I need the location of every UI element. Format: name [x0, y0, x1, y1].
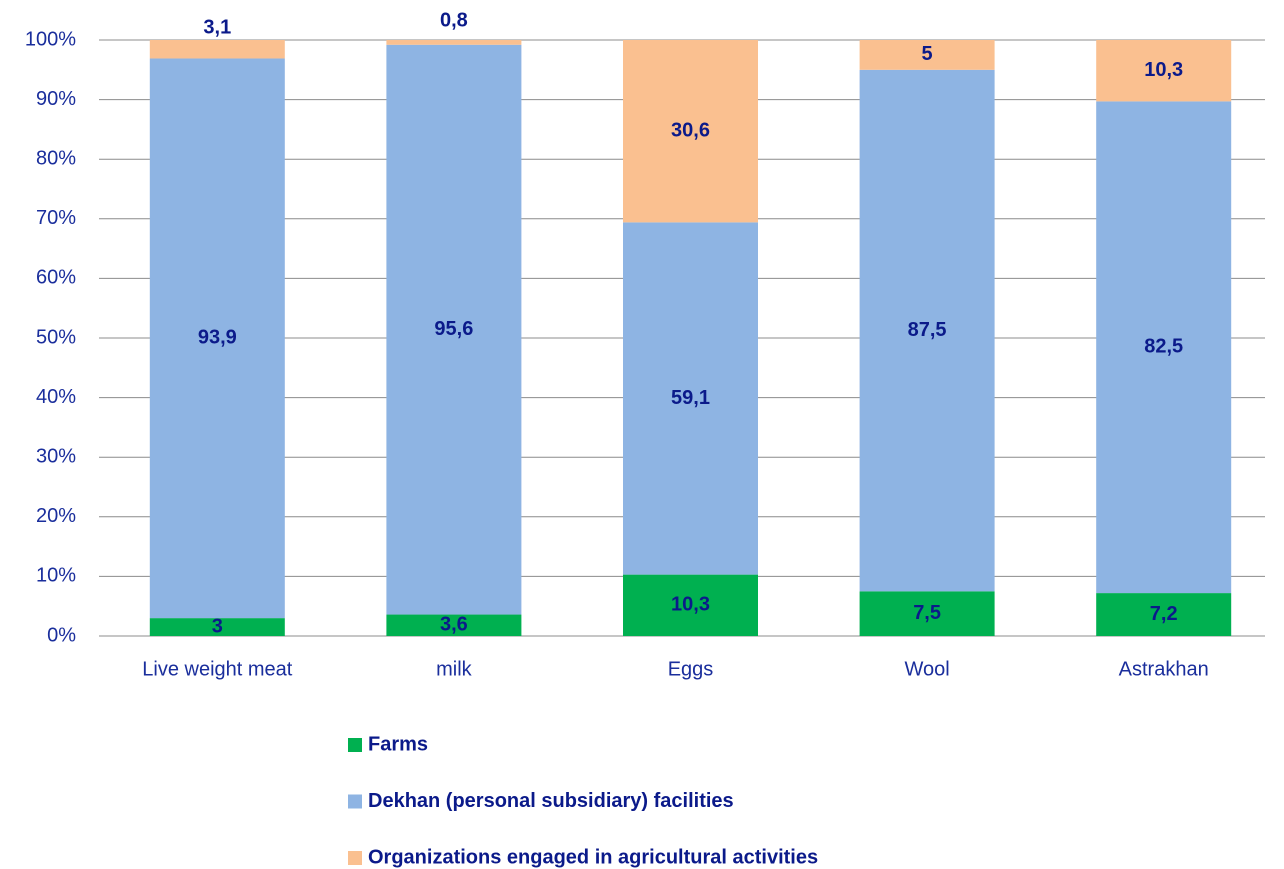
value-label: 3,1 [203, 17, 231, 39]
value-label: 0,8 [440, 10, 468, 32]
bar-segment [149, 40, 285, 59]
value-label: 95,6 [434, 318, 473, 340]
value-label: 30,6 [671, 119, 710, 141]
bar-segment [149, 58, 285, 619]
y-tick-label: 60% [36, 267, 76, 289]
value-label: 3,6 [440, 614, 468, 636]
x-tick-label: Eggs [668, 658, 714, 680]
legend-label: Dekhan (personal subsidiary) facilities [368, 790, 734, 812]
bar-segment [386, 44, 522, 615]
y-tick-label: 10% [36, 565, 76, 587]
bar-segment [1096, 101, 1232, 594]
bar-segment [1096, 593, 1232, 636]
value-label: 87,5 [908, 319, 947, 341]
x-tick-label: milk [436, 658, 473, 680]
y-tick-label: 80% [36, 147, 76, 169]
legend-label: Farms [368, 733, 428, 755]
y-tick-label: 70% [36, 207, 76, 229]
y-tick-label: 90% [36, 88, 76, 110]
legend-swatch [348, 794, 362, 809]
x-tick-label: Live weight meat [142, 658, 293, 680]
value-label: 3 [212, 615, 223, 637]
legend-swatch [348, 851, 362, 865]
y-tick-label: 0% [47, 624, 76, 646]
bar-segment [623, 40, 758, 223]
y-tick-label: 40% [36, 386, 76, 408]
value-label: 7,2 [1150, 603, 1178, 625]
bar-segment [623, 574, 758, 636]
bar-segment [623, 222, 758, 575]
value-label: 93,9 [198, 327, 237, 349]
bar-segment [859, 591, 995, 636]
bar-segment [386, 40, 522, 45]
bar-segment [859, 69, 995, 592]
value-label: 82,5 [1144, 336, 1183, 358]
value-label: 10,3 [1144, 59, 1183, 81]
bar-segment [386, 614, 522, 636]
x-tick-label: Wool [904, 658, 949, 680]
bar-segment [149, 618, 285, 636]
value-label: 59,1 [671, 387, 710, 409]
value-label: 7,5 [913, 602, 941, 624]
y-tick-label: 50% [36, 326, 76, 348]
legend-label: Organizations engaged in agricultural ac… [368, 846, 818, 868]
y-tick-label: 30% [36, 445, 76, 467]
value-label: 5 [922, 43, 933, 65]
y-tick-label: 100% [25, 28, 76, 50]
value-label: 10,3 [671, 594, 710, 616]
bar-segment [859, 40, 995, 70]
bar-segment [1096, 40, 1232, 102]
y-tick-label: 20% [36, 505, 76, 527]
x-tick-label: Astrakhan [1119, 658, 1209, 680]
legend-swatch [348, 738, 362, 752]
